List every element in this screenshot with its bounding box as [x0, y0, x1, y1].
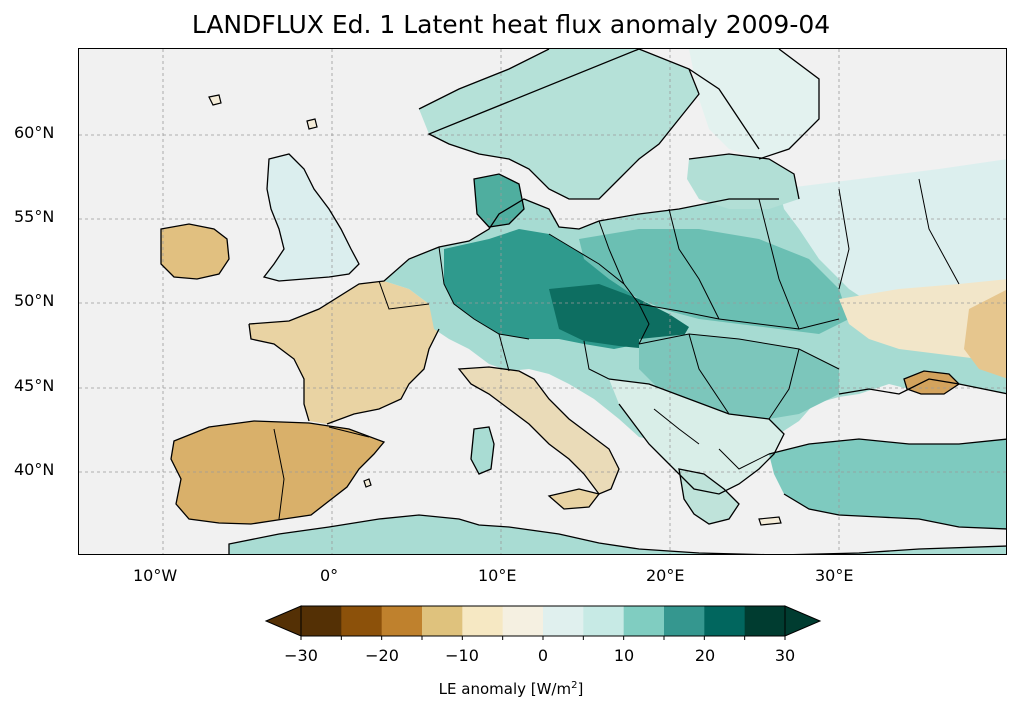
colorbar-cells — [301, 606, 786, 636]
colorbar-tick-label-20: 20 — [694, 646, 716, 665]
colorbar-tick-label-0: 0 — [537, 646, 549, 665]
map-panel[interactable] — [78, 48, 1007, 555]
greece — [679, 469, 739, 524]
lon-tick-0: 0° — [320, 566, 339, 585]
poland-ukraine — [579, 229, 849, 334]
sardinia — [471, 427, 494, 474]
hungary-romania — [639, 334, 839, 419]
colorbar-label-end: ] — [577, 680, 584, 698]
colorbar-label: LE anomaly [W/m2] — [0, 680, 1022, 698]
colorbar-tick-label-neg20: −20 — [365, 646, 399, 665]
colorbar-cell — [623, 606, 665, 636]
ukraine-south — [839, 279, 1006, 359]
colorbar-tick-label-10: 10 — [613, 646, 635, 665]
colorbar-tick-label-neg30: −30 — [284, 646, 318, 665]
scandinavia — [419, 49, 699, 199]
colorbar-over-triangle — [784, 605, 822, 637]
lon-tick-10e: 10°E — [478, 566, 517, 585]
lat-tick-50: 50°N — [14, 291, 55, 310]
colorbar-cell — [502, 606, 544, 636]
land-fill — [161, 49, 1006, 554]
colorbar-cell — [462, 606, 504, 636]
lat-tick-55: 55°N — [14, 207, 55, 226]
colorbar-cell — [704, 606, 746, 636]
colorbar-label-superscript: 2 — [571, 680, 578, 691]
iberia — [171, 421, 384, 524]
great-britain — [264, 154, 359, 281]
coastlines-borders — [160, 49, 1006, 554]
colorbar-label-main: LE anomaly [W/m — [438, 680, 572, 698]
ireland — [161, 224, 229, 279]
colorbar-tick-marks — [300, 636, 786, 640]
east-tan — [964, 290, 1006, 379]
colorbar-cell — [301, 606, 342, 636]
lon-tick-10w: 10°W — [133, 566, 178, 585]
sicily — [549, 489, 599, 509]
colorbar-cell — [664, 606, 705, 636]
colorbar-cell — [341, 606, 383, 636]
turkey — [769, 439, 1006, 529]
denmark — [474, 174, 524, 227]
colorbar-cell — [422, 606, 463, 636]
lat-tick-60: 60°N — [14, 123, 55, 142]
colorbar-tick-label-30: 30 — [774, 646, 796, 665]
gridlines — [79, 49, 1006, 554]
map-canvas — [79, 49, 1006, 554]
lon-tick-20e: 20°E — [646, 566, 685, 585]
colorbar-cell — [744, 606, 786, 636]
islands — [208, 94, 782, 526]
colorbar-tick-label-neg10: −10 — [445, 646, 479, 665]
italy — [459, 367, 619, 494]
north-africa — [229, 515, 1006, 554]
baltics — [687, 154, 799, 209]
lat-tick-40: 40°N — [14, 460, 55, 479]
colorbar-cell — [583, 606, 625, 636]
lat-tick-45: 45°N — [14, 376, 55, 395]
balkans — [609, 379, 784, 494]
map-title: LANDFLUX Ed. 1 Latent heat flux anomaly … — [191, 10, 831, 39]
lon-tick-30e: 30°E — [815, 566, 854, 585]
colorbar-cell — [543, 606, 584, 636]
finland — [689, 49, 819, 159]
colorbar — [264, 605, 822, 640]
colorbar-under-triangle — [264, 605, 302, 637]
czech-core — [549, 284, 689, 349]
colorbar-cell — [381, 606, 423, 636]
